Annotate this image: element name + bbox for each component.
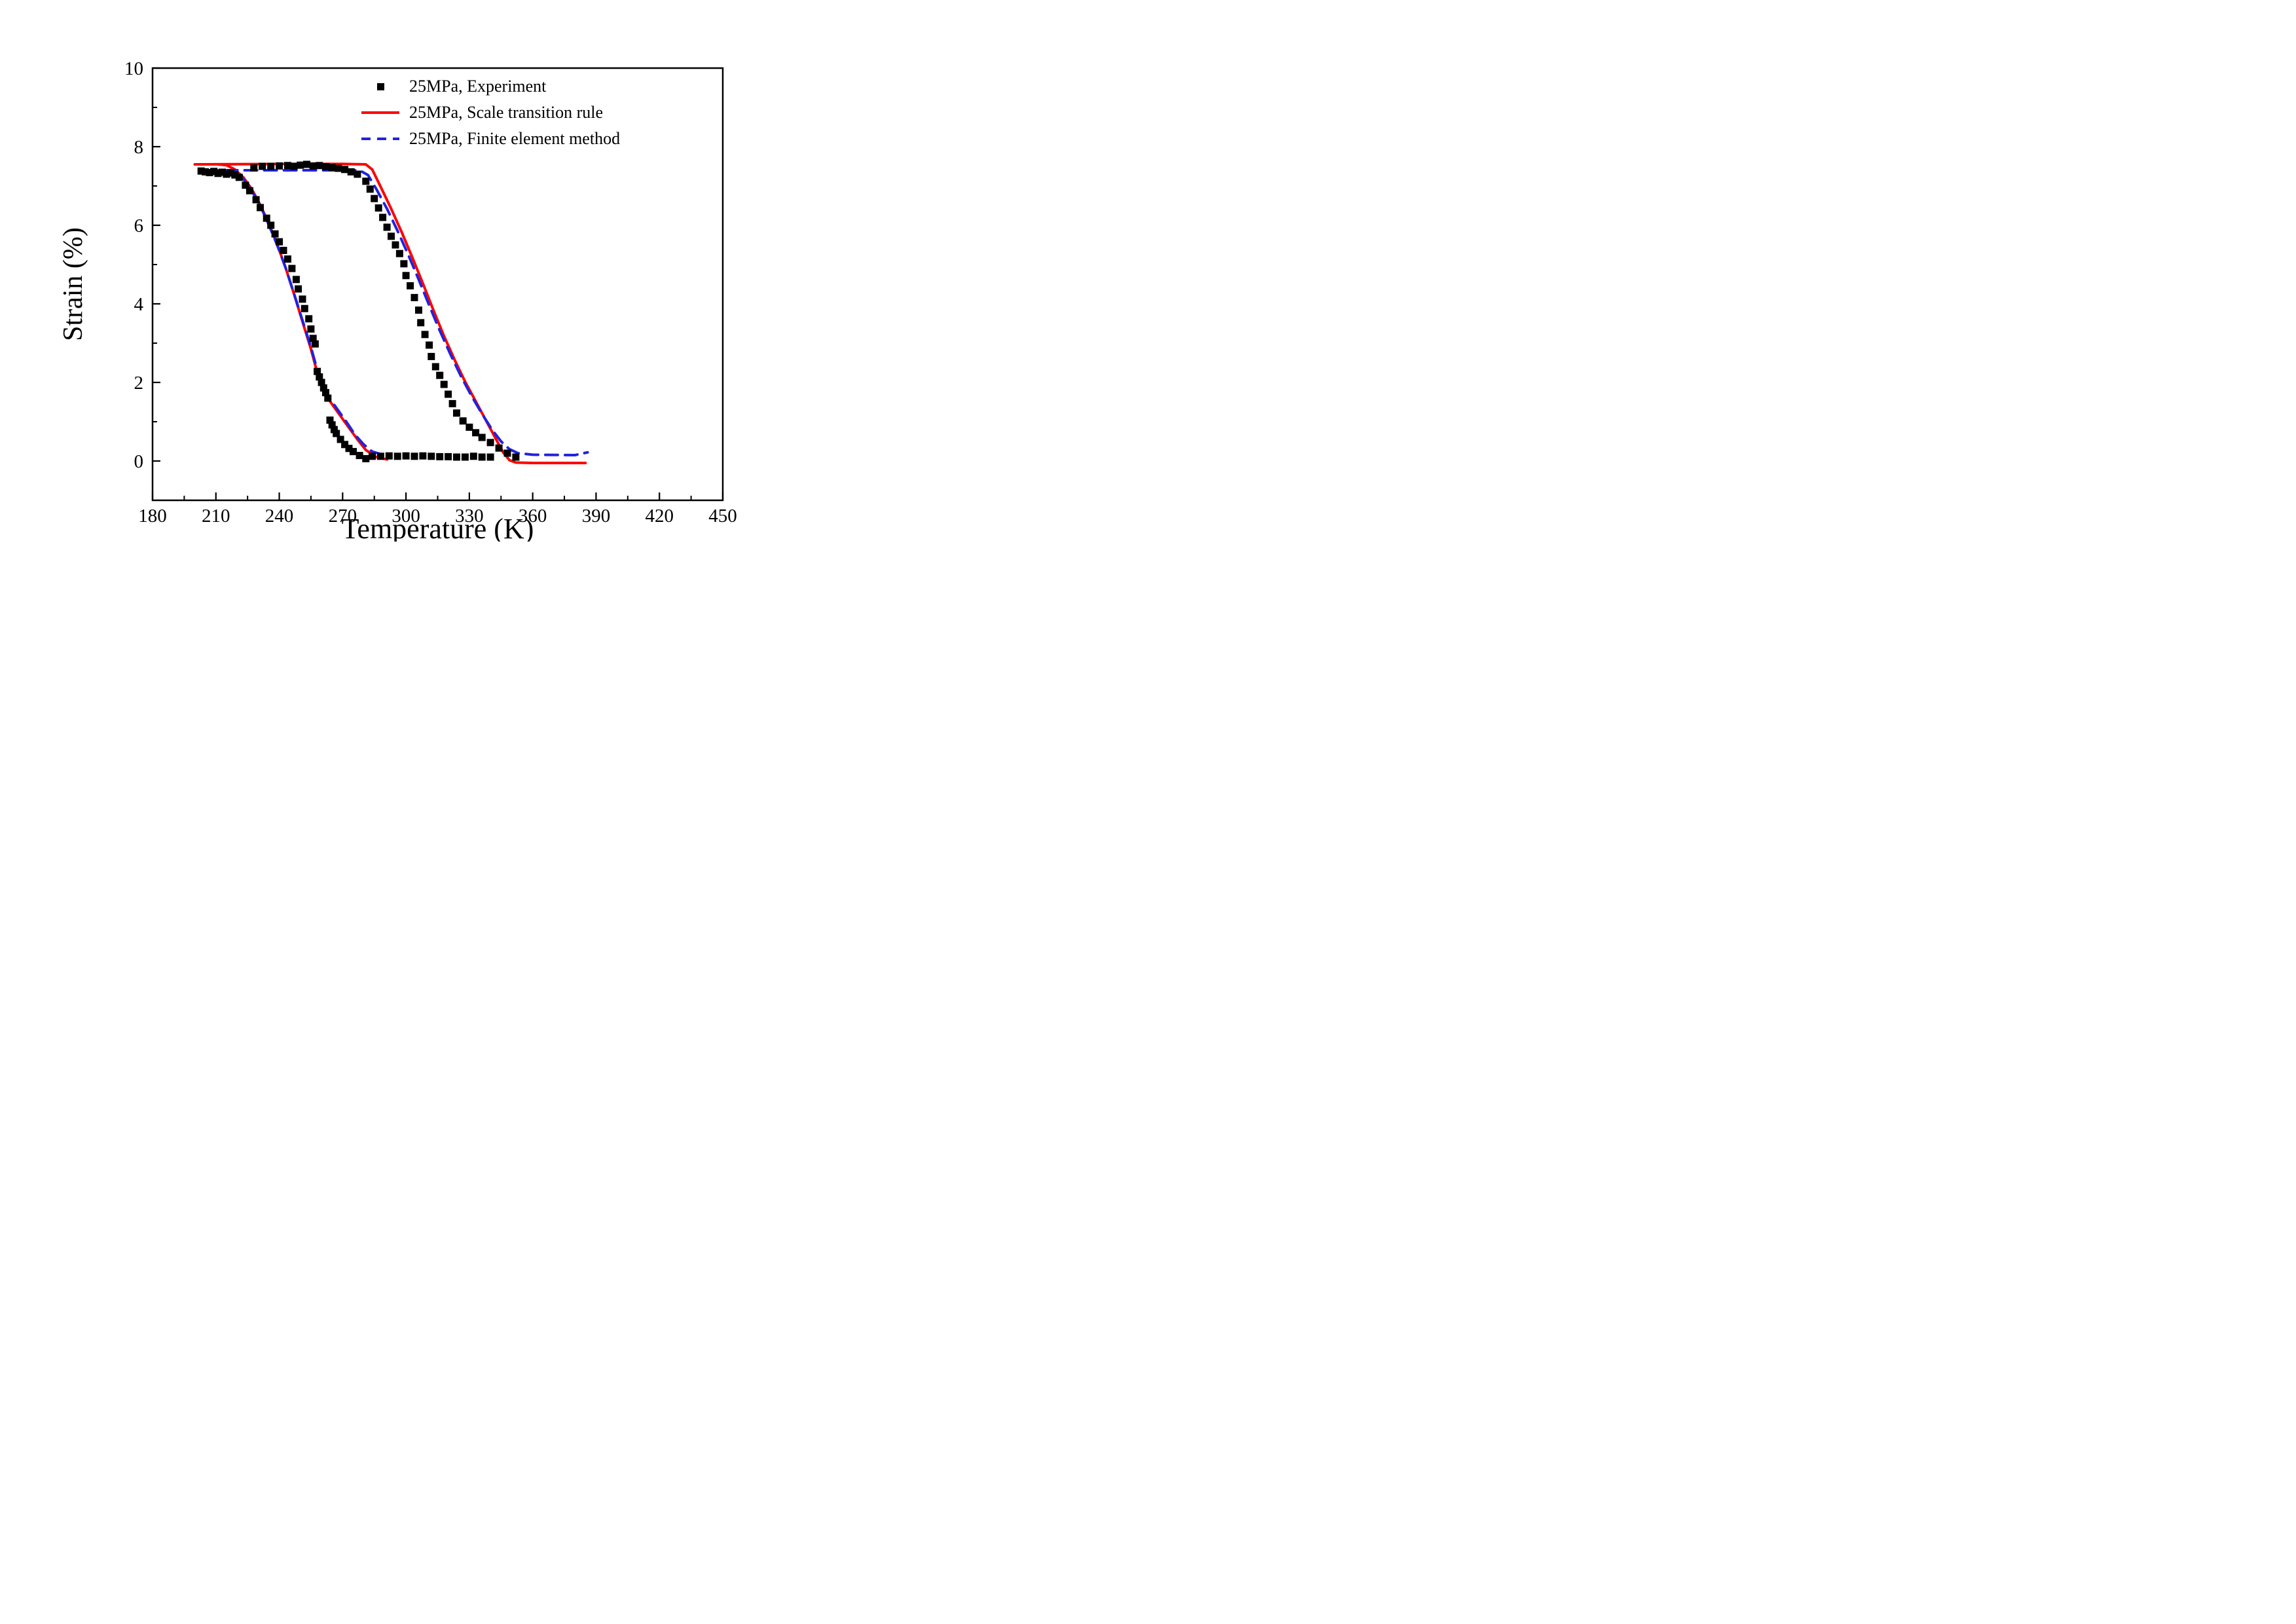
series-line-finite-element-method <box>221 169 384 456</box>
x-tick-label: 300 <box>392 506 420 526</box>
x-tick-label: 330 <box>455 506 484 526</box>
x-tick-label: 420 <box>645 506 674 526</box>
x-tick-label: 360 <box>519 506 547 526</box>
legend-label-experiment: 25MPa, Experiment <box>409 77 547 96</box>
x-axis-title: Temperature (K) <box>341 513 534 542</box>
solid-line-icon <box>361 111 399 114</box>
x-tick-label: 180 <box>138 506 167 526</box>
x-tick-label: 270 <box>329 506 357 526</box>
x-tick-label: 240 <box>265 506 294 526</box>
legend-swatch-wrap <box>361 111 399 114</box>
y-tick-label: 10 <box>124 58 143 79</box>
series-markers-experiment <box>197 160 520 462</box>
legend-item-experiment: 25MPa, Experiment <box>361 73 620 100</box>
y-axis-title: Strain (%) <box>58 227 88 341</box>
x-tick-label: 450 <box>708 506 737 526</box>
legend-item-finite-element-method: 25MPa, Finite element method <box>361 126 620 152</box>
legend-swatch-wrap <box>361 83 399 90</box>
legend: 25MPa, Experiment 25MPa, Scale transitio… <box>361 73 620 152</box>
series-line-finite-element-method <box>204 169 589 456</box>
y-tick-label: 0 <box>134 451 144 472</box>
y-tick-label: 2 <box>134 373 144 394</box>
y-tick-label: 6 <box>134 215 144 236</box>
y-tick-label: 4 <box>134 294 144 315</box>
x-tick-label: 210 <box>202 506 230 526</box>
dashed-line-icon <box>361 138 399 140</box>
square-marker-icon <box>376 83 384 90</box>
chart-figure: 180 210 240 270 300 330 360 390 420 450 0 2 4 6 8 10 St… <box>0 0 765 542</box>
series-line-scale-transition-rule <box>193 162 587 464</box>
legend-label-scale-transition-rule: 25MPa, Scale transition rule <box>409 103 604 122</box>
plot-area: 180 210 240 270 300 330 360 390 420 450 0 2 4 6 8 10 <box>124 58 737 526</box>
y-tick-label: 8 <box>134 137 144 158</box>
x-tick-label: 390 <box>582 506 611 526</box>
legend-item-scale-transition-rule: 25MPa, Scale transition rule <box>361 100 620 126</box>
legend-swatch-wrap <box>361 138 399 140</box>
legend-label-finite-element-method: 25MPa, Finite element method <box>409 129 621 148</box>
